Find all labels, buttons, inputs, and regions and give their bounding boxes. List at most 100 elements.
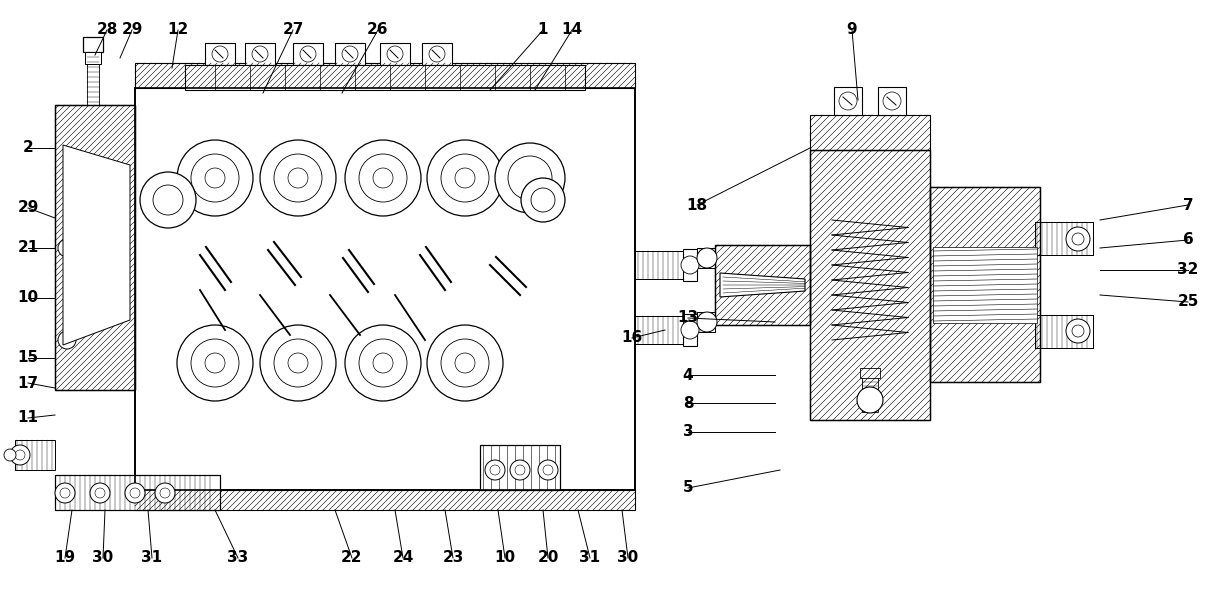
- Bar: [245, 43, 275, 65]
- Bar: [715, 245, 810, 325]
- Text: 31: 31: [579, 550, 601, 565]
- Bar: [135, 490, 635, 510]
- Bar: [860, 368, 880, 378]
- Circle shape: [55, 483, 75, 503]
- Text: 17: 17: [17, 376, 39, 391]
- Bar: [55, 475, 220, 510]
- Text: 25: 25: [1177, 295, 1198, 310]
- Bar: [696, 248, 715, 268]
- Circle shape: [427, 325, 503, 401]
- Bar: [810, 150, 930, 420]
- Circle shape: [359, 154, 408, 202]
- Circle shape: [510, 460, 530, 480]
- Bar: [135, 88, 635, 490]
- Circle shape: [515, 465, 525, 475]
- Text: 23: 23: [442, 550, 464, 565]
- Text: 20: 20: [537, 550, 558, 565]
- Bar: [83, 37, 103, 52]
- Text: 16: 16: [622, 331, 643, 346]
- Circle shape: [341, 46, 357, 62]
- Circle shape: [177, 325, 253, 401]
- Circle shape: [857, 387, 883, 413]
- Bar: [185, 65, 585, 90]
- Bar: [930, 187, 1040, 382]
- Circle shape: [696, 312, 717, 332]
- Bar: [422, 43, 452, 65]
- Circle shape: [212, 46, 228, 62]
- Circle shape: [359, 339, 408, 387]
- Text: 32: 32: [1177, 262, 1198, 277]
- Bar: [1036, 315, 1093, 348]
- Circle shape: [95, 488, 105, 498]
- Circle shape: [539, 460, 558, 480]
- Text: 19: 19: [54, 550, 76, 565]
- Circle shape: [494, 143, 565, 213]
- Circle shape: [387, 46, 403, 62]
- Bar: [55, 475, 220, 510]
- Text: 18: 18: [687, 198, 707, 213]
- Text: 15: 15: [17, 350, 39, 365]
- Circle shape: [681, 256, 699, 274]
- Bar: [15, 440, 55, 470]
- Circle shape: [140, 172, 196, 228]
- Circle shape: [259, 325, 337, 401]
- Circle shape: [681, 321, 699, 339]
- Bar: [810, 150, 930, 420]
- Bar: [878, 87, 906, 115]
- Bar: [480, 445, 561, 490]
- Bar: [55, 105, 135, 390]
- Bar: [683, 249, 696, 281]
- Circle shape: [274, 154, 322, 202]
- Text: 5: 5: [683, 480, 693, 495]
- Text: 3: 3: [683, 425, 693, 440]
- Bar: [635, 316, 685, 344]
- Circle shape: [521, 178, 565, 222]
- Text: 21: 21: [17, 241, 39, 256]
- Polygon shape: [720, 273, 805, 297]
- Bar: [379, 43, 410, 65]
- Bar: [635, 316, 685, 344]
- Bar: [930, 187, 1040, 382]
- Circle shape: [58, 331, 76, 349]
- Circle shape: [427, 140, 503, 216]
- Circle shape: [288, 168, 308, 188]
- Circle shape: [288, 353, 308, 373]
- Bar: [635, 251, 685, 279]
- Circle shape: [345, 140, 421, 216]
- Text: 4: 4: [683, 368, 693, 383]
- Bar: [933, 247, 1037, 323]
- Circle shape: [204, 168, 225, 188]
- Text: 7: 7: [1182, 198, 1193, 213]
- Text: 31: 31: [142, 550, 163, 565]
- Bar: [862, 377, 878, 412]
- Circle shape: [15, 450, 24, 460]
- Circle shape: [191, 339, 239, 387]
- Bar: [204, 43, 235, 65]
- Bar: [1036, 222, 1093, 255]
- Circle shape: [455, 353, 475, 373]
- Circle shape: [160, 488, 170, 498]
- Text: 8: 8: [683, 395, 693, 410]
- Circle shape: [345, 325, 421, 401]
- Circle shape: [883, 92, 901, 110]
- Circle shape: [531, 188, 554, 212]
- Text: 29: 29: [121, 23, 143, 38]
- Circle shape: [441, 339, 490, 387]
- Circle shape: [373, 168, 393, 188]
- Text: 2: 2: [22, 141, 33, 156]
- Circle shape: [300, 46, 316, 62]
- Bar: [335, 43, 365, 65]
- Bar: [480, 445, 561, 490]
- Circle shape: [130, 488, 140, 498]
- Text: 12: 12: [168, 23, 188, 38]
- Bar: [696, 312, 715, 332]
- Text: 29: 29: [17, 201, 39, 216]
- Bar: [683, 314, 696, 346]
- Text: 11: 11: [17, 410, 38, 425]
- Circle shape: [838, 92, 857, 110]
- Text: 14: 14: [562, 23, 583, 38]
- Text: 26: 26: [367, 23, 389, 38]
- Text: 27: 27: [283, 23, 304, 38]
- Circle shape: [1066, 319, 1091, 343]
- Bar: [715, 245, 810, 325]
